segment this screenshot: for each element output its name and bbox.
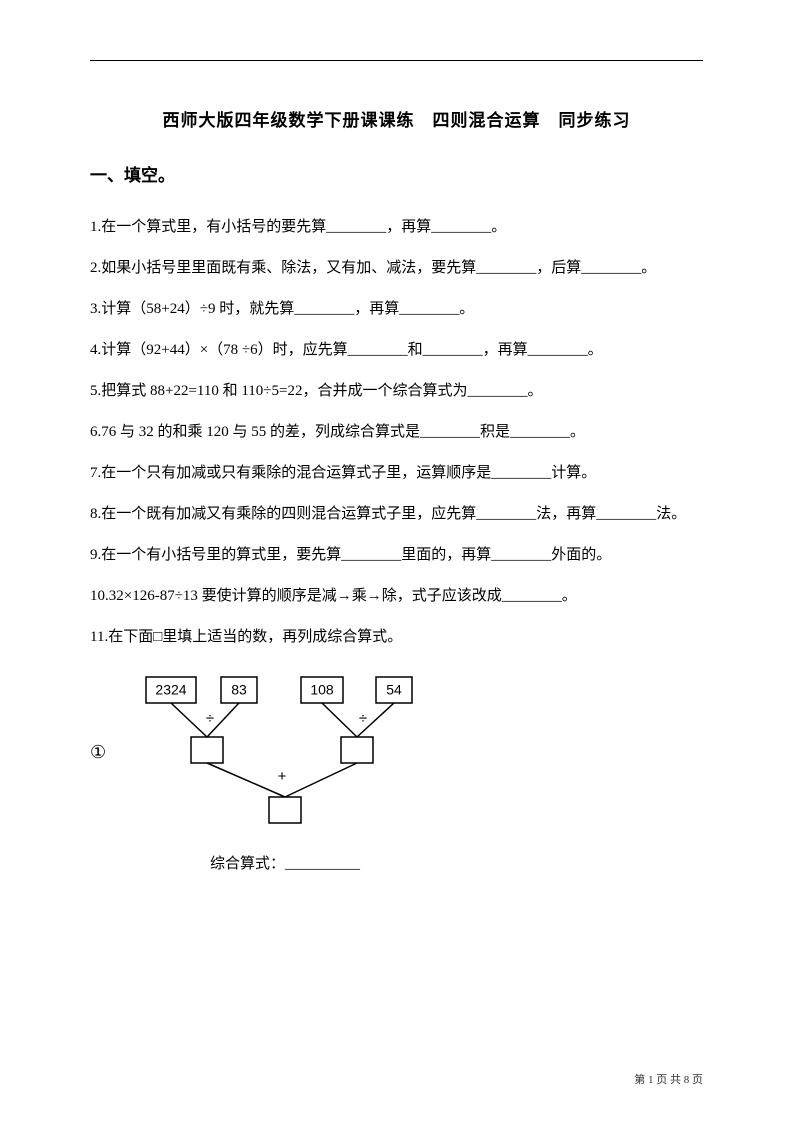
svg-text:2324: 2324 [156,682,187,698]
footer-suffix: 页 [689,1074,703,1086]
question-7: 7.在一个只有加减或只有乘除的混合运算式子里，运算顺序是________计算。 [90,454,703,493]
footer-mid: 页 共 [654,1074,684,1086]
section-heading: 一、填空。 [90,161,703,186]
question-3: 3.计算（58+24）÷9 时，就先算________，再算________。 [90,290,703,329]
question-10: 10.32×126-87÷13 要使计算的顺序是减→乘→除，式子应该改成____… [90,577,703,616]
question-4: 4.计算（92+44）×（78 ÷6）时，应先算________和_______… [90,331,703,370]
answer-line-label: 综合算式：__________ [210,852,703,873]
svg-text:54: 54 [386,682,402,698]
question-8: 8.在一个既有加减又有乘除的四则混合运算式子里，应先算________法，再算_… [90,495,703,534]
top-divider [90,60,703,61]
question-2: 2.如果小括号里里面既有乘、除法，又有加、减法，要先算________，后算__… [90,249,703,288]
question-11: 11.在下面□里填上适当的数，再列成综合算式。 [90,618,703,657]
svg-text:÷: ÷ [206,710,214,727]
footer-prefix: 第 [634,1074,648,1086]
question-6: 6.76 与 32 的和乘 120 与 55 的差，列成综合算式是_______… [90,413,703,452]
page-title: 西师大版四年级数学下册课课练 四则混合运算 同步练习 [90,106,703,131]
page-footer: 第 1 页 共 8 页 [634,1071,703,1087]
item-number-1: ① [90,742,106,763]
question-9: 9.在一个有小括号里的算式里，要先算________里面的，再算________… [90,536,703,575]
question-1: 1.在一个算式里，有小括号的要先算________，再算________。 [90,208,703,247]
svg-text:83: 83 [231,682,247,698]
svg-text:+: + [278,768,287,785]
question-5: 5.把算式 88+22=110 和 110÷5=22，合并成一个综合算式为___… [90,372,703,411]
svg-text:÷: ÷ [359,710,367,727]
calculation-tree-diagram: 2324 83 108 54 ÷ ÷ + [126,672,466,832]
svg-text:108: 108 [310,682,334,698]
